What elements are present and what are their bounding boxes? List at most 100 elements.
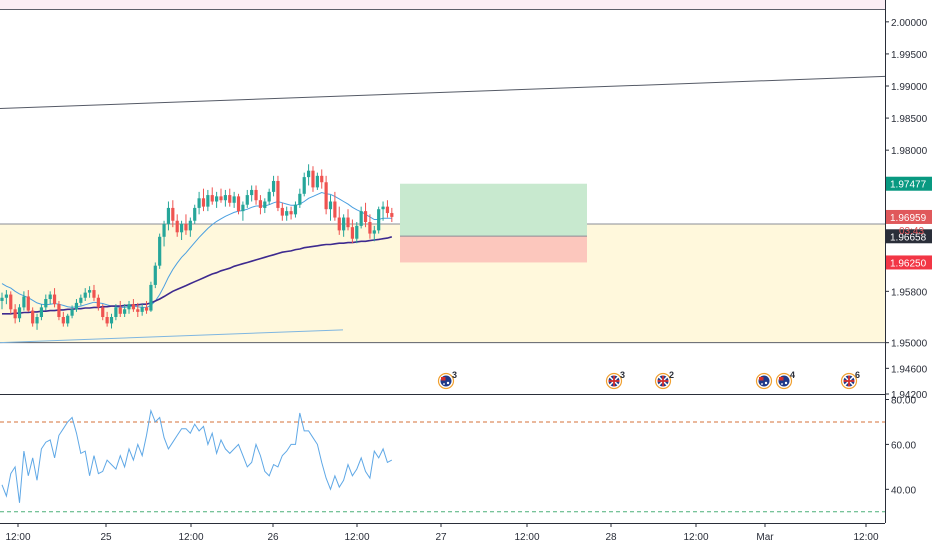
candle[interactable]	[127, 300, 131, 314]
candle[interactable]	[188, 217, 192, 237]
candle[interactable]	[245, 189, 249, 208]
candle[interactable]	[311, 166, 315, 192]
candle[interactable]	[250, 185, 254, 202]
candle[interactable]	[232, 191, 236, 208]
candle[interactable]	[210, 187, 214, 205]
candle[interactable]	[140, 304, 144, 316]
candle[interactable]	[171, 200, 175, 228]
candle[interactable]	[193, 204, 197, 224]
candle[interactable]	[175, 214, 179, 237]
candle[interactable]	[285, 206, 289, 221]
candle[interactable]	[363, 202, 368, 228]
candle[interactable]	[52, 288, 57, 308]
australia-flag-icon[interactable]: 3	[437, 370, 458, 390]
candle[interactable]	[166, 201, 171, 231]
candle[interactable]	[136, 302, 140, 317]
candle[interactable]	[293, 201, 298, 218]
candle[interactable]	[131, 299, 135, 312]
australia-flag-icon[interactable]: 4	[775, 370, 796, 390]
candle[interactable]	[197, 191, 201, 215]
candle[interactable]	[381, 201, 385, 221]
candle[interactable]	[228, 188, 232, 207]
candle[interactable]	[22, 291, 26, 311]
candle[interactable]	[92, 284, 96, 301]
candle[interactable]	[390, 207, 394, 223]
candle[interactable]	[355, 222, 359, 244]
candle[interactable]	[26, 290, 30, 312]
candle[interactable]	[144, 300, 149, 314]
candle[interactable]	[342, 214, 346, 237]
candle[interactable]	[385, 200, 390, 218]
candle[interactable]	[4, 290, 8, 305]
candle[interactable]	[66, 313, 70, 327]
candle[interactable]	[184, 214, 188, 235]
candle[interactable]	[88, 286, 92, 298]
candle[interactable]	[302, 172, 306, 197]
candle[interactable]	[70, 305, 74, 319]
candle[interactable]	[289, 206, 293, 220]
candle[interactable]	[263, 198, 267, 214]
candle[interactable]	[276, 175, 280, 212]
candle[interactable]	[79, 294, 83, 306]
candle[interactable]	[320, 169, 324, 189]
candle[interactable]	[215, 191, 219, 208]
candle[interactable]	[149, 281, 153, 312]
candle[interactable]	[333, 191, 337, 221]
candle[interactable]	[241, 201, 245, 221]
candle[interactable]	[267, 188, 271, 205]
position-loss-zone[interactable]	[400, 236, 587, 263]
candle[interactable]	[219, 188, 223, 203]
candle[interactable]	[368, 214, 372, 239]
candle[interactable]	[57, 300, 61, 321]
candle[interactable]	[236, 193, 241, 215]
candle[interactable]	[271, 175, 276, 197]
candle[interactable]	[153, 262, 157, 289]
position-profit-zone[interactable]	[400, 183, 587, 237]
candle[interactable]	[118, 300, 122, 317]
candle[interactable]	[258, 195, 263, 215]
candle[interactable]	[48, 291, 52, 305]
candle[interactable]	[328, 195, 333, 221]
candle[interactable]	[96, 294, 100, 311]
candle[interactable]	[13, 304, 17, 324]
candle[interactable]	[298, 188, 302, 208]
candle[interactable]	[307, 164, 311, 186]
candle[interactable]	[324, 175, 328, 215]
candle[interactable]	[123, 304, 127, 317]
candle[interactable]	[158, 233, 162, 269]
candle[interactable]	[377, 206, 381, 234]
australia-flag-icon[interactable]	[755, 372, 773, 390]
candle[interactable]	[17, 304, 22, 323]
candle[interactable]	[114, 304, 118, 321]
candle[interactable]	[101, 304, 105, 321]
candle[interactable]	[179, 220, 184, 240]
candle[interactable]	[201, 188, 206, 212]
candle[interactable]	[315, 172, 319, 190]
candle[interactable]	[74, 299, 79, 312]
candle[interactable]	[254, 185, 258, 205]
candle[interactable]	[280, 202, 284, 221]
uk-flag-icon[interactable]: 2	[654, 370, 675, 390]
candle[interactable]	[31, 307, 35, 327]
candle[interactable]	[44, 294, 48, 311]
candle[interactable]	[105, 311, 109, 327]
trendline[interactable]	[0, 75, 885, 109]
candle[interactable]	[162, 220, 166, 247]
candle[interactable]	[346, 209, 350, 231]
candle[interactable]	[83, 288, 87, 301]
candle[interactable]	[0, 292, 4, 310]
candle[interactable]	[206, 189, 210, 212]
candle[interactable]	[35, 313, 39, 330]
candle[interactable]	[337, 206, 341, 235]
candle[interactable]	[61, 311, 65, 327]
candle[interactable]	[9, 291, 13, 314]
uk-flag-icon[interactable]: 3	[605, 370, 626, 390]
candle[interactable]	[359, 206, 363, 229]
candle[interactable]	[350, 219, 354, 244]
candle[interactable]	[39, 304, 44, 321]
candle[interactable]	[372, 225, 376, 242]
uk-flag-icon[interactable]: 6	[840, 370, 861, 390]
candle[interactable]	[223, 189, 227, 207]
candle[interactable]	[109, 313, 114, 329]
